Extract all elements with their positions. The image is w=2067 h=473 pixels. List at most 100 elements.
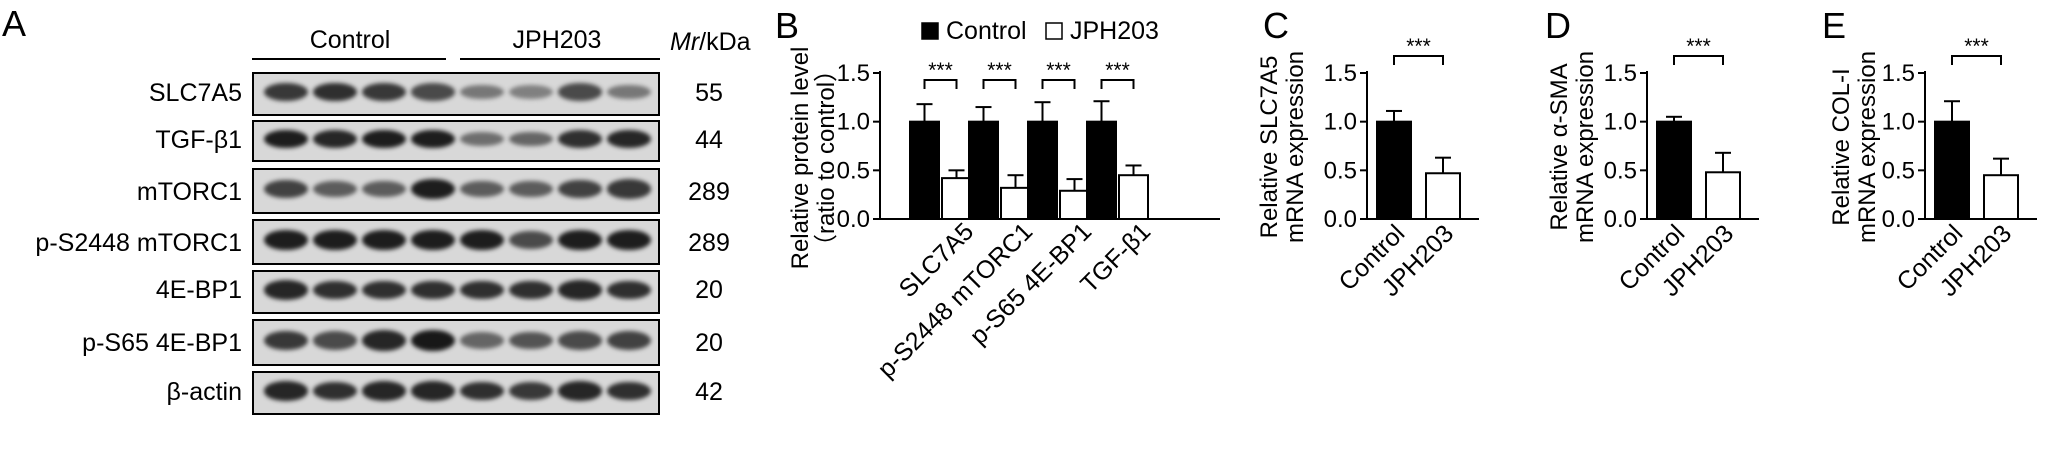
- y-tick-label: 1.0: [1324, 109, 1357, 136]
- y-tick-label: 0.0: [1324, 206, 1357, 233]
- blot-band: [313, 180, 357, 198]
- blot-row-label: p-S2448 mTORC1: [35, 229, 242, 257]
- bar-jph203: [941, 177, 972, 220]
- y-axis-label: Relative protein level: [787, 47, 814, 270]
- blot-band: [362, 129, 406, 149]
- blot-band: [509, 381, 553, 401]
- blot-strip-slc7a5: [252, 72, 660, 116]
- protein-level-bar-chart: 0.0 0.5 1.0 1.5 Relative protein level （ratio…: [787, 17, 1220, 383]
- blot-row-mr: 289: [688, 178, 730, 206]
- blot-strip-mtorc1: [252, 168, 660, 214]
- blot-band: [558, 130, 602, 148]
- bar-control: [1027, 120, 1058, 220]
- blot-band: [460, 84, 504, 100]
- blot-strip-p-s2448-mtorc1: [252, 219, 660, 265]
- blot-band: [264, 330, 308, 351]
- blot-strip-p-s65-4e-bp1: [252, 319, 660, 366]
- blot-row-label: 4E-BP1: [155, 276, 242, 304]
- blot-row-mr: 20: [695, 329, 723, 357]
- blot-band: [607, 229, 651, 251]
- bar-control: [968, 120, 999, 220]
- y-tick-label: 0.5: [1604, 157, 1637, 184]
- mr-header-italic: Mr: [670, 28, 700, 56]
- blot-band: [411, 329, 455, 352]
- blot-band: [509, 84, 553, 100]
- bar-jph203: [1000, 186, 1031, 220]
- y-tick-label: 0.5: [1324, 157, 1357, 184]
- blot-band: [509, 331, 553, 350]
- blot-band: [607, 381, 651, 401]
- group-label-jph203: JPH203: [512, 26, 602, 54]
- blot-band: [264, 82, 308, 102]
- y-axis-label: Relative SLC7A5: [1256, 56, 1283, 239]
- blot-band: [460, 332, 504, 349]
- bar-jph203: [1118, 174, 1149, 220]
- blot-band: [362, 280, 406, 300]
- blot-band: [313, 331, 357, 350]
- y-tick-label: 1.5: [1324, 60, 1357, 87]
- blot-band: [460, 381, 504, 401]
- mr-header-unit: /kDa: [699, 28, 751, 56]
- blot-row-mr: 42: [695, 378, 723, 406]
- blot-band: [509, 231, 553, 249]
- blot-band: [362, 381, 406, 401]
- blot-band: [264, 179, 308, 199]
- y-tick-label: 1.0: [837, 109, 870, 136]
- bar-jph203: [1705, 171, 1741, 220]
- y-axis-label: mRNA expression: [1854, 51, 1881, 243]
- blot-band: [607, 280, 651, 300]
- y-axis-label: Relative α-SMA: [1546, 63, 1573, 230]
- bar-jph203: [1425, 172, 1461, 220]
- y-tick-label: 1.0: [1604, 109, 1637, 136]
- significance-label: ***: [1686, 35, 1711, 58]
- blot-row-mr: 44: [695, 126, 723, 154]
- significance-label: ***: [1046, 59, 1071, 82]
- blot-row-label: p-S65 4E-BP1: [82, 329, 242, 357]
- significance-label: ***: [1964, 35, 1989, 58]
- significance-label: ***: [1406, 35, 1431, 58]
- blot-band: [558, 229, 602, 251]
- y-tick-label: 0.0: [1882, 206, 1915, 233]
- blot-band: [313, 82, 357, 102]
- significance-bracket: [1673, 55, 1724, 65]
- y-axis-label: mRNA expression: [1282, 51, 1309, 243]
- significance-bracket: [1951, 55, 2002, 65]
- western-blot-panel: Control JPH203 Mr/kDa SLC7A5 TGF-β1 mTOR…: [0, 0, 770, 473]
- y-tick-label: 1.0: [1882, 109, 1915, 136]
- y-tick-label: 0.0: [837, 206, 870, 233]
- blot-band: [460, 131, 504, 147]
- blot-strip-tgf-b1: [252, 120, 660, 162]
- panel-letter-d: D: [1545, 5, 1571, 46]
- blot-band: [607, 179, 651, 199]
- y-tick-label: 0.0: [1604, 206, 1637, 233]
- col-i-mrna-bar-chart: 0.0 0.5 1.0 1.5 Relative COL-I mRNA expressio…: [1828, 35, 2037, 302]
- blot-band: [607, 331, 651, 350]
- blot-band: [607, 84, 651, 100]
- y-tick-label: 1.5: [1882, 60, 1915, 87]
- blot-band: [411, 178, 455, 200]
- y-axis-label: Relative COL-I: [1828, 68, 1855, 225]
- blot-band: [411, 83, 455, 101]
- blot-row-label: β-actin: [166, 378, 242, 406]
- legend-label: JPH203: [1070, 17, 1159, 45]
- blot-band: [558, 280, 602, 300]
- blot-band: [411, 229, 455, 251]
- panel-letter-a: A: [2, 3, 27, 44]
- bar-control: [1376, 120, 1412, 220]
- blot-band: [558, 83, 602, 101]
- blot-band: [411, 129, 455, 149]
- blot-band: [313, 229, 357, 251]
- blot-band: [264, 381, 308, 401]
- bar-control: [1086, 120, 1117, 220]
- jph203-group-line: [460, 58, 660, 60]
- blot-band: [460, 280, 504, 300]
- blot-row-mr: 289: [688, 229, 730, 257]
- blot-band: [460, 180, 504, 198]
- bar-control: [1934, 120, 1970, 220]
- control-group-line: [252, 58, 446, 60]
- y-axis-label: （ratio to control）: [813, 58, 840, 258]
- blot-band: [509, 280, 553, 300]
- mr-kda-header: Mr/kDa: [670, 30, 751, 55]
- y-tick-label: 0.5: [1882, 157, 1915, 184]
- blot-band: [558, 381, 602, 401]
